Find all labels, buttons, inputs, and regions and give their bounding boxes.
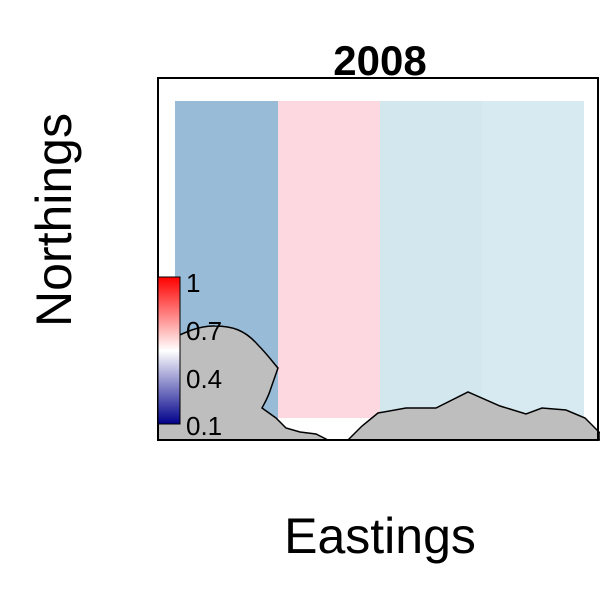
colorbar-tick-0-1: 0.1	[186, 411, 222, 441]
colorbar: 1 0.7 0.4 0.1	[157, 268, 222, 441]
colorbar-tick-0-7: 0.7	[186, 316, 222, 346]
colorbar-gradient	[157, 276, 181, 425]
y-axis-label: Northings	[26, 113, 82, 327]
heatmap-cell-4	[482, 101, 584, 439]
heatmap-cells	[175, 101, 584, 439]
chart-title: 2008	[333, 37, 426, 84]
colorbar-tick-1: 1	[186, 268, 200, 298]
heatmap-cell-2	[278, 101, 380, 418]
colorbar-tick-0-4: 0.4	[186, 364, 222, 394]
x-axis-label: Eastings	[284, 508, 476, 564]
heatmap-cell-3	[380, 101, 482, 439]
plot-frame	[157, 77, 599, 441]
